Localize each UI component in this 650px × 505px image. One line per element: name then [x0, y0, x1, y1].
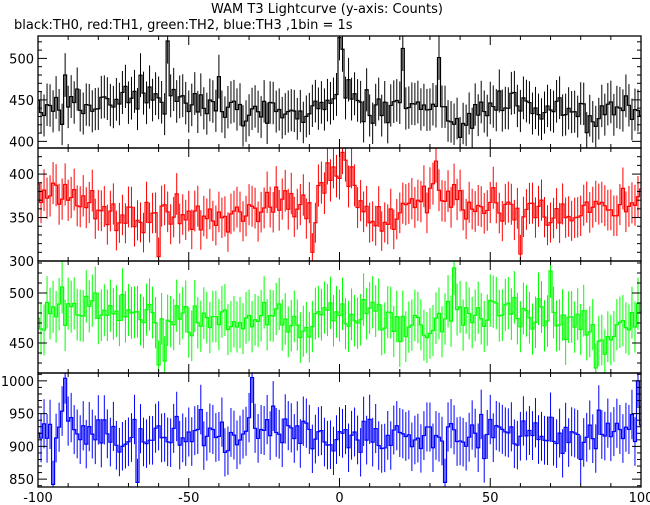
y-tick-label: 400	[9, 168, 34, 183]
series-line-th1	[38, 151, 641, 258]
x-tick-label: -100	[23, 491, 53, 505]
x-tick-label: 50	[482, 491, 499, 505]
y-tick-label: 950	[9, 408, 34, 423]
panel-th1: 300 350 400	[9, 147, 642, 270]
panels: 400 450 500 300 350 400 450 500 850 900 950 1000	[1, 35, 642, 488]
x-tick-label: -50	[178, 491, 199, 505]
panel-th0: 400 450 500	[9, 35, 642, 150]
series-line-th2	[38, 267, 641, 369]
panel-th2: 450 500	[9, 260, 642, 374]
y-tick-label: 500	[9, 52, 34, 67]
series-line-th3	[38, 376, 641, 485]
x-tick-label: 0	[335, 491, 343, 505]
y-tick-label: 1000	[1, 375, 34, 390]
y-tick-label: 450	[9, 94, 34, 109]
y-tick-label: 450	[9, 337, 34, 352]
y-tick-label: 500	[9, 287, 34, 302]
chart-title: WAM T3 Lightcurve (y-axis: Counts)	[211, 2, 443, 17]
panel-th3: 850 900 950 1000	[1, 372, 642, 488]
x-axis: -100 -50 0 50 100	[23, 491, 650, 505]
y-tick-label: 300	[9, 255, 34, 270]
y-tick-label: 350	[9, 212, 34, 227]
chart-subtitle: black:TH0, red:TH1, green:TH2, blue:TH3 …	[14, 18, 353, 33]
y-tick-label: 400	[9, 135, 34, 150]
x-tick-label: 100	[629, 491, 650, 505]
y-tick-label: 850	[9, 473, 34, 488]
y-tick-label: 900	[9, 440, 34, 455]
